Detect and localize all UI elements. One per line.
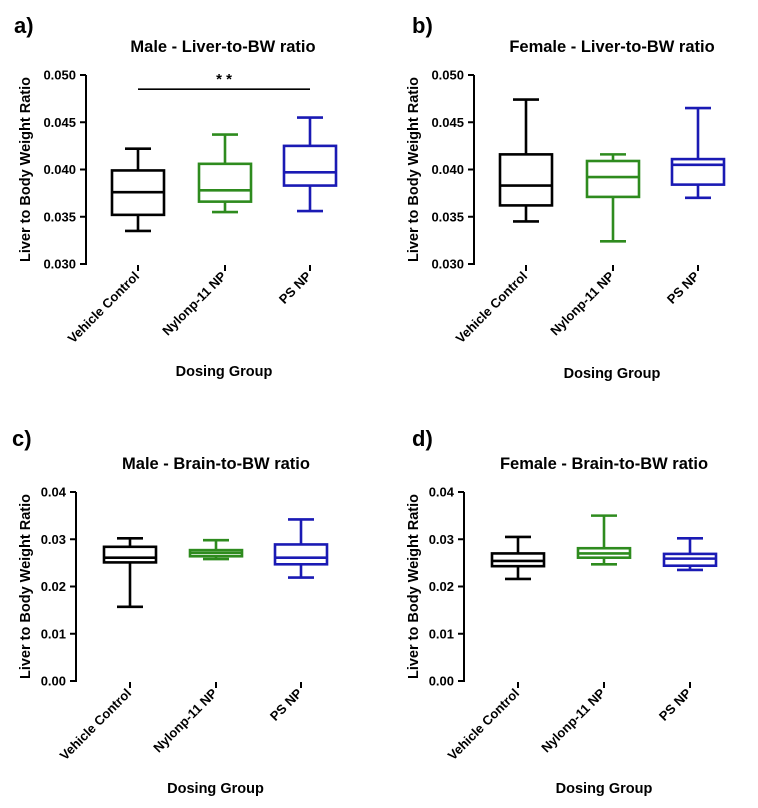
box-3 [670,106,726,200]
panel-letter: b) [412,13,433,38]
x-axis-label: Dosing Group [167,781,264,797]
panel-letter: c) [12,426,32,451]
x-axis-label: Dosing Group [556,781,653,797]
box-2 [188,538,244,561]
y-tick-label: 0.03 [429,532,454,547]
chart-title: Female - Brain-to-BW ratio [500,455,708,473]
chart-title: Male - Brain-to-BW ratio [122,455,310,473]
x-axis-label: Dosing Group [176,364,273,380]
box-1 [498,98,554,223]
y-tick-label: 0.03 [41,532,66,547]
y-tick-label: 0.050 [431,68,464,83]
y-tick-label: 0.045 [431,115,464,130]
box-1 [490,535,546,581]
y-tick-label: 0.02 [41,579,66,594]
box-3 [273,518,329,579]
x-tick-label: PS NP [267,685,305,723]
y-tick-label: 0.030 [43,257,76,272]
chart-panel-d: d) Female - Brain-to-BW ratio 0.00 0.01 0.02… [406,426,718,797]
y-tick-label: 0.045 [43,115,76,130]
y-tick-label: 0.050 [43,68,76,83]
chart-title: Female - Liver-to-BW ratio [509,38,714,56]
x-tick-label: PS NP [276,268,314,306]
y-tick-label: 0.040 [43,162,76,177]
y-tick-label: 0.035 [431,209,464,224]
box-iqr [102,545,158,564]
box-iqr [670,157,726,186]
box-2 [576,514,632,566]
x-tick-label: Nylonp-11 NP [547,268,617,338]
x-tick-label: PS NP [664,268,702,306]
box-iqr [273,543,329,566]
box-3 [662,537,718,572]
x-tick-label: PS NP [656,685,694,723]
y-tick-label: 0.04 [429,485,455,500]
x-tick-label: Nylonp-11 NP [538,685,608,755]
box-2 [197,133,253,214]
y-tick-label: 0.00 [41,674,66,689]
x-tick-label: Vehicle Control [453,269,531,347]
box-1 [110,147,166,233]
y-tick-label: 0.00 [429,674,454,689]
x-tick-label: Vehicle Control [57,686,135,764]
y-tick-label: 0.035 [43,209,76,224]
x-tick-label: Nylonp-11 NP [159,268,229,338]
y-axis-label: Liver to Body Weight Ratio [406,494,422,679]
chart-panel-b: b) Female - Liver-to-BW ratio 0.030 0.035 0.… [406,13,726,382]
y-tick-label: 0.02 [429,579,454,594]
chart-panel-c: c) Male - Brain-to-BW ratio 0.00 0.01 0.02 0.… [12,426,329,797]
box-iqr [498,153,554,207]
y-tick-label: 0.040 [431,162,464,177]
box-3 [282,116,338,213]
x-tick-label: Nylonp-11 NP [150,685,220,755]
chart-title: Male - Liver-to-BW ratio [130,38,315,56]
significance-label: * * [216,71,232,88]
panel-letter: d) [412,426,433,451]
panel-letter: a) [14,13,34,38]
y-tick-label: 0.01 [429,626,454,641]
chart-panel-a: a) Male - Liver-to-BW ratio 0.030 0.035 0.04… [14,13,338,380]
x-tick-label: Vehicle Control [65,269,143,347]
box-iqr [197,162,253,203]
y-tick-label: 0.04 [41,485,67,500]
x-axis-label: Dosing Group [564,366,661,382]
box-1 [102,537,158,609]
x-tick-label: Vehicle Control [445,686,523,764]
y-axis-label: Liver to Body Weight Ratio [406,77,422,262]
box-iqr [282,144,338,187]
y-axis-label: Liver to Body Weight Ratio [18,77,34,262]
box-iqr [585,159,641,199]
y-tick-label: 0.01 [41,626,66,641]
y-axis-label: Liver to Body Weight Ratio [18,494,34,679]
box-2 [585,153,641,243]
y-tick-label: 0.030 [431,257,464,272]
